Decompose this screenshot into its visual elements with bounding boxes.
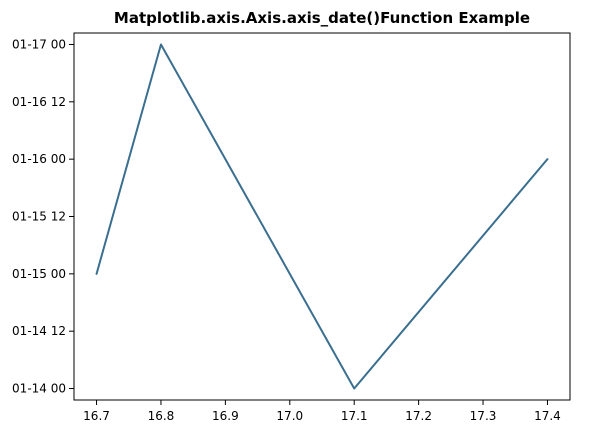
- chart-title: Matplotlib.axis.Axis.axis_date()Function…: [114, 9, 530, 27]
- y-tick-label: 01-16 12: [12, 95, 66, 109]
- x-tick-label: 17.3: [470, 409, 497, 423]
- plot-series: [95, 43, 549, 390]
- x-tick-label: 16.9: [212, 409, 239, 423]
- axes-frame: [73, 32, 571, 401]
- x-tick-label: 16.7: [83, 409, 110, 423]
- y-tick-label: 01-14 00: [12, 382, 66, 396]
- y-tick-label: 01-17 00: [12, 37, 66, 51]
- x-tick-label: 17.0: [276, 409, 303, 423]
- y-tick-label: 01-16 00: [12, 152, 66, 166]
- x-tick-label: 17.2: [405, 409, 432, 423]
- x-tick-label: 17.4: [534, 409, 561, 423]
- x-tick-label: 16.8: [148, 409, 175, 423]
- y-tick-label: 01-15 00: [12, 267, 66, 281]
- y-tick-label: 01-15 12: [12, 210, 66, 224]
- series-line: [95, 43, 549, 390]
- y-axis-ticks: 01-14 00 01-14 12 01-15 00 01-15 12 01-16 00…: [12, 37, 74, 396]
- x-axis-ticks: 16.7 16.8 16.9 17.0 17.1 17.2 17.3 17.4: [83, 400, 561, 423]
- y-tick-label: 01-14 12: [12, 324, 66, 338]
- x-tick-label: 17.1: [341, 409, 368, 423]
